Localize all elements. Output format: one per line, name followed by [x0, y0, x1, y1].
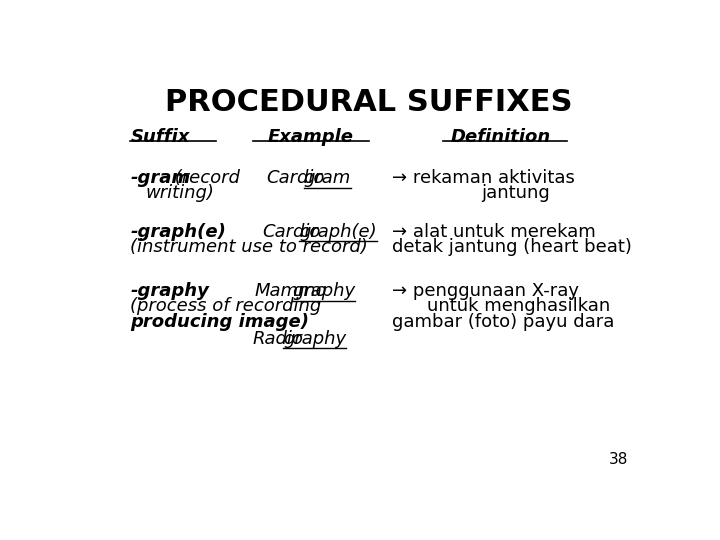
Text: → penggunaan X-ray: → penggunaan X-ray — [392, 282, 580, 300]
Text: Mammo: Mammo — [254, 282, 327, 300]
Text: 38: 38 — [609, 452, 629, 467]
Text: PROCEDURAL SUFFIXES: PROCEDURAL SUFFIXES — [166, 88, 572, 117]
Text: Definition: Definition — [451, 128, 551, 146]
Text: Example: Example — [268, 128, 354, 146]
Text: Suffix: Suffix — [130, 128, 189, 146]
Text: detak jantung (heart beat): detak jantung (heart beat) — [392, 238, 632, 256]
Text: graphy: graphy — [283, 330, 346, 348]
Text: Radio: Radio — [253, 330, 304, 348]
Text: -graph(e): -graph(e) — [130, 222, 226, 241]
Text: graph(e): graph(e) — [300, 222, 377, 241]
Text: (instrument use to record): (instrument use to record) — [130, 238, 368, 256]
Text: -gram: -gram — [130, 168, 190, 187]
Text: gram: gram — [304, 168, 351, 187]
Text: → alat untuk merekam: → alat untuk merekam — [392, 222, 596, 241]
Text: gambar (foto) payu dara: gambar (foto) payu dara — [392, 313, 615, 330]
Text: → rekaman aktivitas: → rekaman aktivitas — [392, 168, 575, 187]
Text: jantung: jantung — [482, 184, 550, 202]
Text: (record: (record — [169, 168, 240, 187]
Text: graphy: graphy — [292, 282, 356, 300]
Text: Cardio: Cardio — [262, 222, 320, 241]
Text: -graphy: -graphy — [130, 282, 210, 300]
Text: (process of recording: (process of recording — [130, 298, 322, 315]
Text: writing): writing) — [145, 184, 215, 202]
Text: producing image): producing image) — [130, 313, 310, 330]
Text: Cardio: Cardio — [266, 168, 325, 187]
Text: untuk menghasilkan: untuk menghasilkan — [427, 298, 611, 315]
